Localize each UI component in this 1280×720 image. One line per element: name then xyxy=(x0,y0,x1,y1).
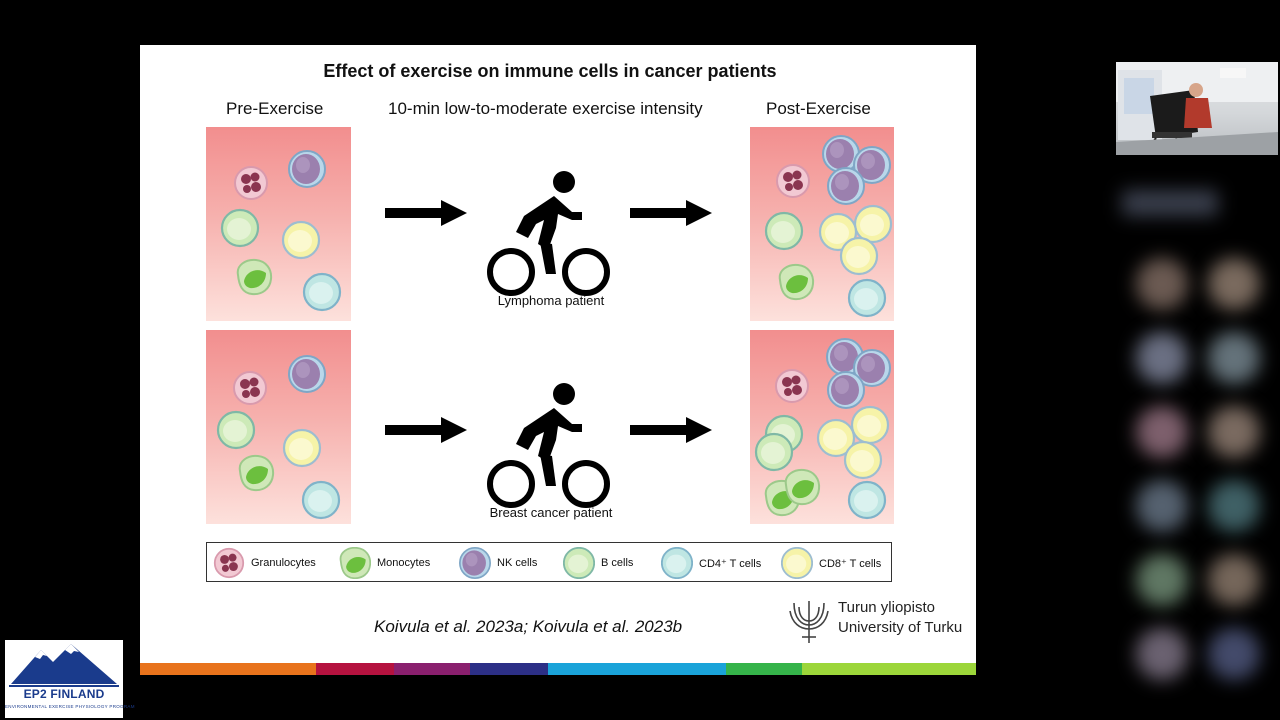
legend-label: CD4⁺ T cells xyxy=(699,557,762,570)
monocyte-cell xyxy=(784,468,821,506)
university-name: Turun yliopisto University of Turku xyxy=(838,598,962,638)
granulocyte-cell xyxy=(233,371,267,405)
cd4-t-cell xyxy=(302,272,342,312)
color-bar-segment xyxy=(470,663,548,675)
cd4-t-cell-icon xyxy=(661,547,693,579)
nk-cell xyxy=(288,150,326,188)
logo-title: EP2 FINLAND xyxy=(23,687,105,701)
monocyte-cell xyxy=(236,258,273,296)
participant-avatar[interactable] xyxy=(1136,406,1188,458)
participant-avatar[interactable] xyxy=(1136,258,1188,310)
legend-item-nk-cells: NK cells xyxy=(459,543,537,583)
university-trident-logo-icon xyxy=(789,601,829,643)
logo-subtitle: ENVIRONMENTAL EXERCISE PHYSIOLOGY PROGRA… xyxy=(5,704,135,709)
participant-avatar[interactable] xyxy=(1136,480,1188,532)
presentation-slide: Effect of exercise on immune cells in ca… xyxy=(140,45,976,675)
cd8-t-cell-icon xyxy=(781,547,813,579)
cd4-t-cell xyxy=(301,480,341,520)
participant-name-blur xyxy=(1122,190,1218,216)
color-bar-segment xyxy=(140,663,316,675)
pre-exercise-panel-breast-cancer xyxy=(206,330,351,524)
cd8-t-cell xyxy=(839,236,879,276)
patient-label-breast-cancer: Breast cancer patient xyxy=(489,505,613,520)
cd8-t-cell xyxy=(281,220,321,260)
b-cell xyxy=(220,208,260,248)
granulocyte-cell xyxy=(234,166,268,200)
monocyte-cell xyxy=(778,263,815,301)
patient-label-lymphoma: Lymphoma patient xyxy=(497,293,605,308)
cd4-t-cell xyxy=(847,480,887,520)
nk-cell xyxy=(827,167,865,205)
color-bar-segment xyxy=(726,663,802,675)
b-cell-icon xyxy=(563,547,595,579)
color-bar-segment xyxy=(394,663,470,675)
participant-avatar[interactable] xyxy=(1136,332,1188,384)
arrow-right-icon xyxy=(385,200,467,226)
participant-avatar[interactable] xyxy=(1208,332,1260,384)
cd8-t-cell xyxy=(850,405,890,445)
arrow-right-icon xyxy=(385,417,467,443)
exercise-intensity-heading: 10-min low-to-moderate exercise intensit… xyxy=(388,99,703,118)
ep2-finland-logo: EP2 FINLAND ENVIRONMENTAL EXERCISE PHYSI… xyxy=(5,640,135,718)
cd8-t-cell xyxy=(843,440,883,480)
post-exercise-heading: Post-Exercise xyxy=(766,99,871,118)
post-exercise-panel-lymphoma xyxy=(750,127,894,321)
presenter-webcam-video[interactable] xyxy=(1116,62,1278,155)
granulocyte-icon xyxy=(213,547,245,579)
legend-label: Monocytes xyxy=(377,557,431,569)
b-cell xyxy=(764,211,804,251)
arrow-right-icon xyxy=(630,417,712,443)
b-cell xyxy=(754,432,794,472)
color-bar-segment xyxy=(802,663,976,675)
mountain-logo-icon xyxy=(9,644,119,687)
legend-item-monocytes: Monocytes xyxy=(339,543,430,583)
granulocyte-cell xyxy=(776,164,810,198)
cyclist-icon xyxy=(486,163,616,303)
legend-label: CD8⁺ T cells xyxy=(819,557,882,570)
legend-label: B cells xyxy=(601,557,634,569)
participant-avatar[interactable] xyxy=(1208,258,1260,310)
granulocyte-cell xyxy=(775,369,809,403)
university-name-english: University of Turku xyxy=(838,619,963,636)
legend-item-cd8-t-cells: CD8⁺ T cells xyxy=(781,543,881,583)
nk-cell xyxy=(827,371,865,409)
cd8-t-cell xyxy=(853,204,893,244)
presenter-video-frame xyxy=(1116,62,1278,155)
b-cell xyxy=(216,410,256,450)
slide-title: Effect of exercise on immune cells in ca… xyxy=(323,61,777,81)
nk-cell xyxy=(288,355,326,393)
color-bar-segment xyxy=(316,663,394,675)
legend-item-cd4-t-cells: CD4⁺ T cells xyxy=(661,543,761,583)
participant-avatar[interactable] xyxy=(1208,480,1260,532)
legend-label: NK cells xyxy=(497,557,538,569)
citation: Koivula et al. 2023a; Koivula et al. 202… xyxy=(374,617,683,636)
pre-exercise-heading: Pre-Exercise xyxy=(226,99,324,118)
participant-avatar[interactable] xyxy=(1208,406,1260,458)
legend-item-granulocytes: Granulocytes xyxy=(213,543,316,583)
monocyte-icon xyxy=(339,547,371,579)
participant-avatar[interactable] xyxy=(1208,554,1260,606)
university-name-finnish: Turun yliopisto xyxy=(838,599,935,616)
arrow-right-icon xyxy=(630,200,712,226)
cell-legend: Granulocytes Monocytes NK cells B cells … xyxy=(206,542,892,582)
participant-avatar[interactable] xyxy=(1208,628,1260,680)
legend-item-b-cells: B cells xyxy=(563,543,633,583)
participant-avatar[interactable] xyxy=(1136,554,1188,606)
post-exercise-panel-breast-cancer xyxy=(750,330,894,524)
participant-avatar[interactable] xyxy=(1136,628,1188,680)
cd4-t-cell xyxy=(847,278,887,318)
legend-label: Granulocytes xyxy=(251,557,316,569)
cyclist-icon xyxy=(486,375,616,515)
cd8-t-cell xyxy=(282,428,322,468)
pre-exercise-panel-lymphoma xyxy=(206,127,351,321)
nk-cell-icon xyxy=(459,547,491,579)
monocyte-cell xyxy=(238,454,275,492)
brand-color-bar xyxy=(140,663,976,675)
color-bar-segment xyxy=(548,663,726,675)
